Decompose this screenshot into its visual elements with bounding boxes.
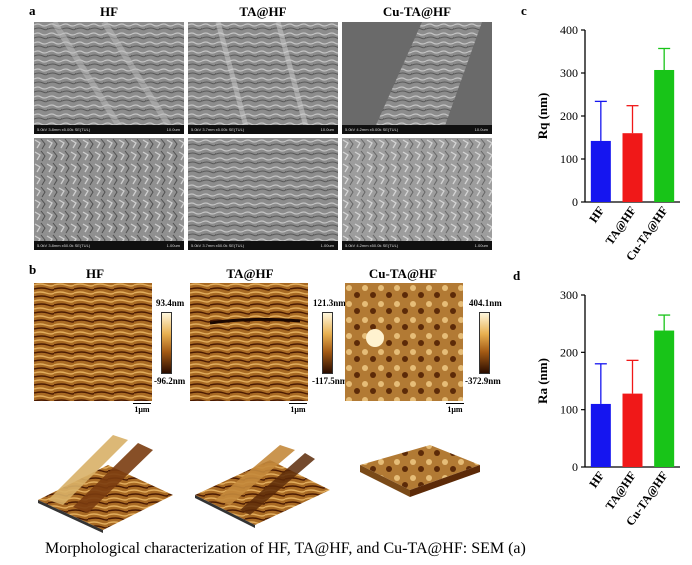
afm-col-head-hf: HF [85,266,105,281]
y-tick-label: 0 [572,460,578,474]
afm-image-cutahf [345,283,463,401]
sem-scale-hf-high: 1.00um [166,243,180,248]
x-tick-label: HF [586,204,607,226]
afm-max-cutahf: 404.1nm [469,298,502,308]
panel-label-c: c [521,3,527,18]
bar-Cu-TA@HF [654,330,675,467]
sem-scale-cutahf-low: 10.0um [474,127,488,132]
sem-info-hf-low: 5.0kV 3.8mm x5.00k SE(TUL) [37,127,91,132]
afm-3d-cutahf [360,445,480,497]
y-tick-label: 200 [560,109,578,123]
afm-min-hf: -96.2nm [154,376,186,386]
x-tick-label: HF [586,469,607,491]
figure-caption: Morphological characterization of HF, TA… [45,540,526,557]
afm-min-cutahf: -372.9nm [465,376,501,386]
bar-Cu-TA@HF [654,69,675,202]
afm-colorbar-cutahf [479,312,490,374]
sem-image-cutahf-high: 5.0kV 4.2mm x50.0k SE(TUL) 1.00um [342,138,492,250]
y-tick-label: 300 [560,66,578,80]
sem-info-tahf-low: 5.0kV 3.7mm x5.00k SE(TUL) [191,127,245,132]
y-tick-label: 200 [560,345,578,359]
bar-TA@HF [622,393,643,467]
afm-min-tahf: -117.5nm [312,376,348,386]
afm-3d-hf [38,435,173,533]
y-tick-label: 100 [560,403,578,417]
y-tick-label: 100 [560,152,578,166]
afm-colorbar-tahf [322,312,333,374]
y-tick-label: 300 [560,288,578,302]
afm-max-hf: 93.4nm [156,298,185,308]
afm-scale-hf: 1μm [127,403,157,414]
sem-info-tahf-high: 5.0kV 3.7mm x50.0k SE(TUL) [191,243,245,248]
afm-image-tahf [190,283,308,401]
sem-scale-tahf-high: 1.00um [320,243,334,248]
afm-3d-tahf [195,445,330,528]
sem-image-hf-high: 5.0kV 3.8mm x50.0k SE(TUL) 1.00um [34,138,184,250]
sem-info-cutahf-high: 5.0kV 4.2mm x50.0k SE(TUL) [345,243,399,248]
sem-scale-tahf-low: 10.0um [320,127,334,132]
sem-scale-cutahf-high: 1.00um [474,243,488,248]
bar-TA@HF [622,133,643,202]
sem-image-hf-low: 5.0kV 3.8mm x5.00k SE(TUL) 10.0um [34,22,184,134]
sem-col-head-tahf: TA@HF [239,4,287,19]
afm-scale-cutahf: 1μm [440,403,470,414]
panel-label-d: d [513,268,521,283]
y-axis-label: Rq (nm) [535,93,550,140]
bar-HF [590,403,611,467]
y-tick-label: 0 [572,195,578,209]
afm-image-hf [34,283,152,401]
afm-col-head-cutahf: Cu-TA@HF [368,266,438,281]
afm-col-head-tahf: TA@HF [226,266,274,281]
sem-image-tahf-high: 5.0kV 3.7mm x50.0k SE(TUL) 1.00um [188,138,338,250]
y-tick-label: 400 [560,23,578,37]
y-axis-label: Ra (nm) [535,358,550,404]
afm-colorbar-hf [161,312,172,374]
sem-image-cutahf-low: 5.0kV 4.2mm x5.00k SE(TUL) 10.0um [342,22,492,134]
sem-scale-hf-low: 10.0um [166,127,180,132]
afm-max-tahf: 121.3nm [313,298,346,308]
afm-scale-tahf: 1μm [283,403,313,414]
sem-col-head-cutahf: Cu-TA@HF [382,4,452,19]
sem-info-cutahf-low: 5.0kV 4.2mm x5.00k SE(TUL) [345,127,399,132]
sem-image-tahf-low: 5.0kV 3.7mm x5.00k SE(TUL) 10.0um [188,22,338,134]
panel-label-b: b [29,262,37,277]
sem-col-head-hf: HF [99,4,119,19]
panel-label-a: a [29,3,36,18]
sem-info-hf-high: 5.0kV 3.8mm x50.0k SE(TUL) [37,243,91,248]
bar-HF [590,140,611,202]
